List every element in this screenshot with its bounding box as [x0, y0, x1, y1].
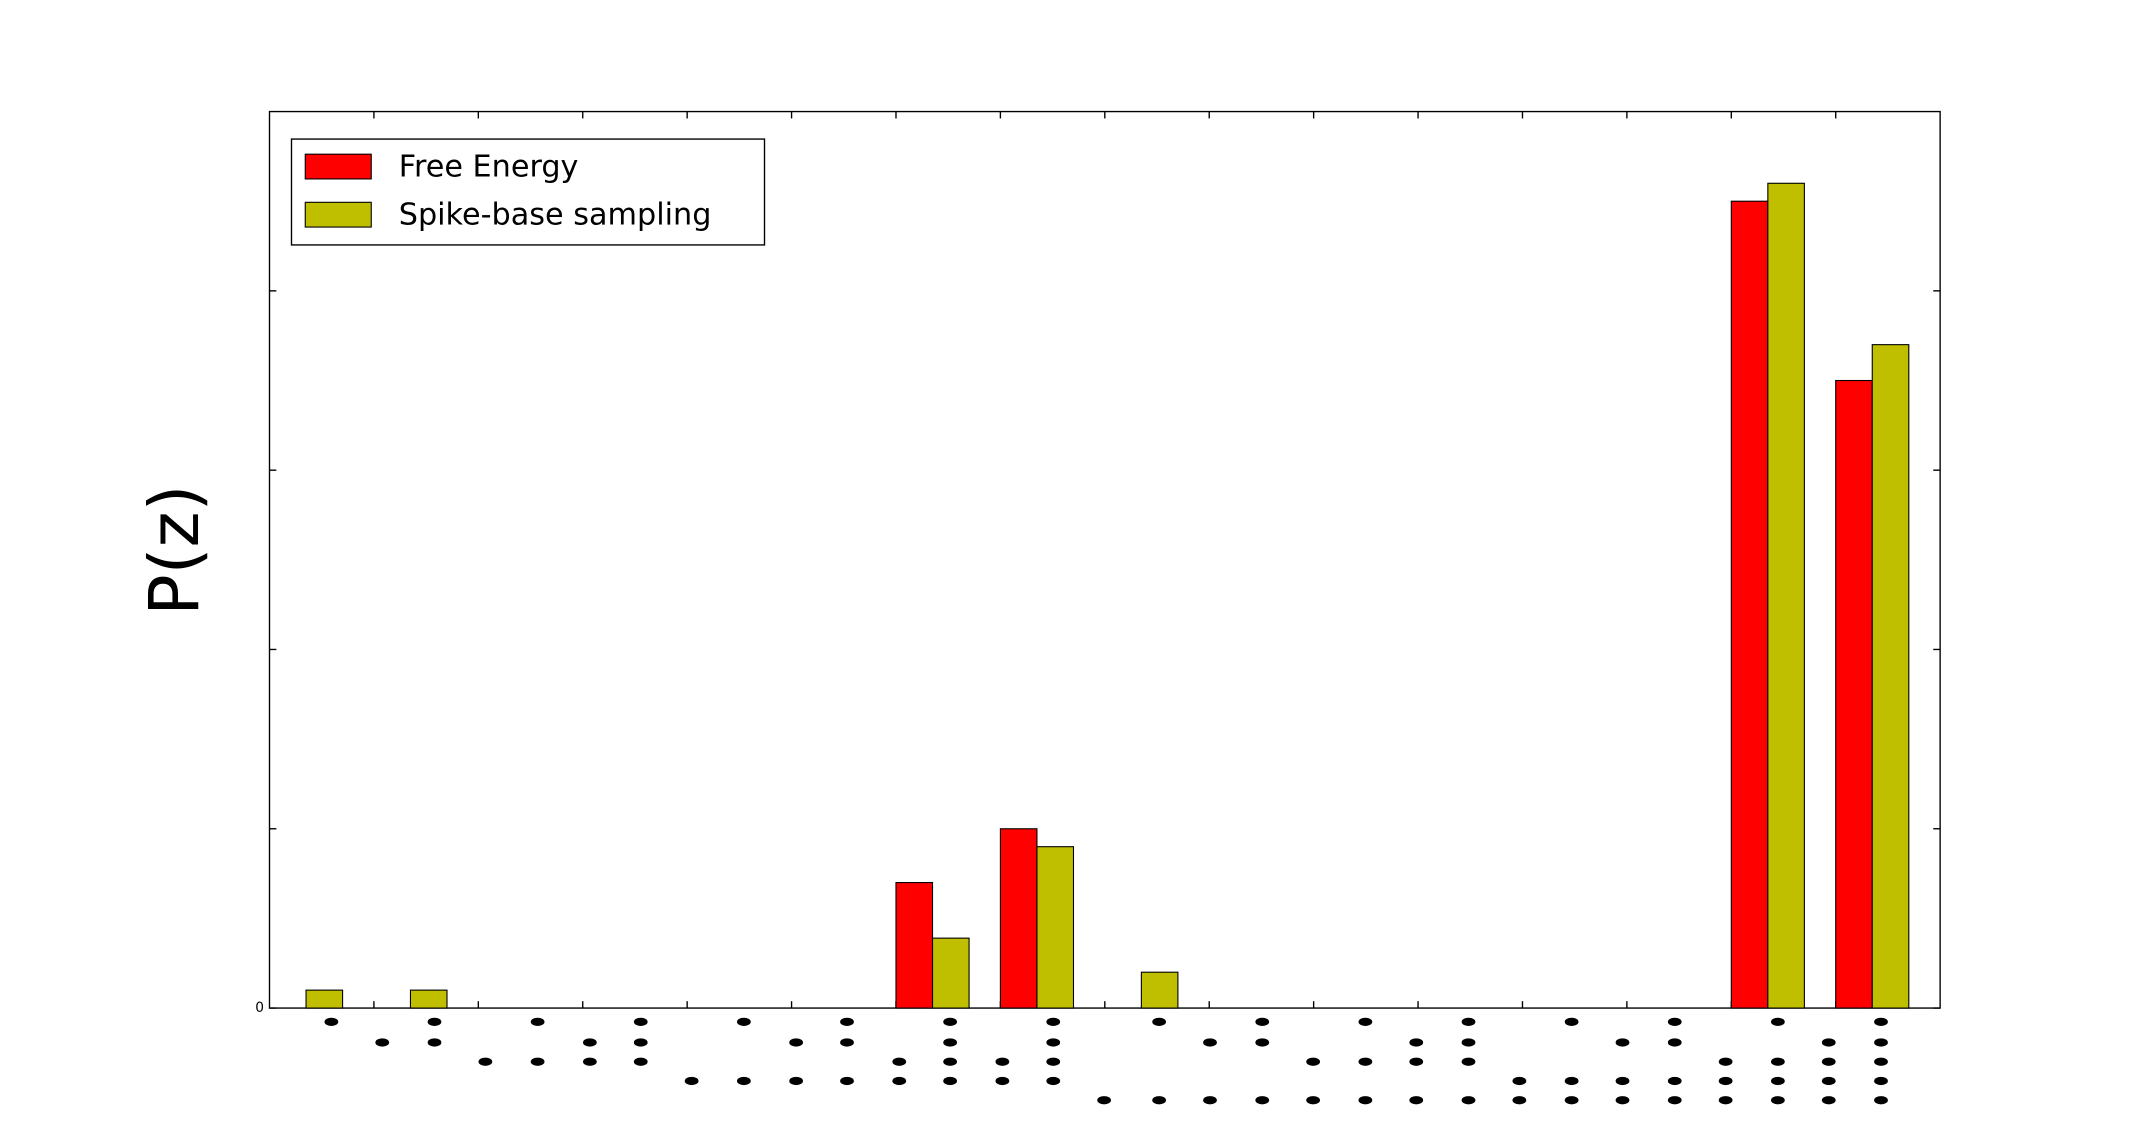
- legend-label: Free Energy: [399, 149, 579, 184]
- state-dot: [840, 1038, 854, 1047]
- y-tick-label: 0: [255, 1000, 264, 1016]
- state-dot: [1097, 1096, 1111, 1105]
- state-dot: [684, 1076, 699, 1086]
- state-dot: [1874, 1076, 1888, 1086]
- bar: [1835, 379, 1873, 1009]
- bar: [931, 937, 970, 1009]
- state-dot: [1667, 1038, 1682, 1047]
- state-dot: [1358, 1017, 1373, 1026]
- state-dot: [1615, 1076, 1630, 1086]
- state-dot: [1564, 1017, 1579, 1026]
- state-dot: [1409, 1057, 1424, 1066]
- state-dot: [1874, 1038, 1888, 1047]
- state-dot: [943, 1057, 957, 1066]
- state-dot: [1874, 1017, 1888, 1026]
- state-dot: [324, 1017, 339, 1026]
- state-dot: [1564, 1076, 1579, 1086]
- state-dot: [943, 1076, 957, 1086]
- state-dot: [892, 1057, 907, 1066]
- bar: [999, 828, 1038, 1009]
- state-dot: [1203, 1096, 1217, 1105]
- legend-swatch: [304, 201, 372, 228]
- state-dot: [1874, 1096, 1888, 1105]
- state-dot: [583, 1057, 597, 1066]
- state-dot: [1718, 1076, 1733, 1086]
- state-dot: [1203, 1038, 1217, 1047]
- state-dot: [1358, 1057, 1373, 1066]
- state-dot: [633, 1057, 648, 1066]
- state-dot: [583, 1038, 597, 1047]
- state-dot: [892, 1076, 907, 1086]
- state-dot: [1461, 1017, 1476, 1026]
- state-dot: [1512, 1096, 1527, 1105]
- state-dot: [1615, 1096, 1630, 1105]
- plot-frame: [268, 110, 1941, 1009]
- state-dot: [1152, 1096, 1166, 1105]
- state-dot: [1461, 1038, 1476, 1047]
- state-dot: [1821, 1038, 1836, 1047]
- state-dot: [530, 1017, 545, 1026]
- state-dot: [633, 1017, 648, 1026]
- state-dot: [1821, 1057, 1836, 1066]
- bar: [1730, 200, 1769, 1009]
- state-dot: [1771, 1057, 1785, 1066]
- bar: [1140, 971, 1179, 1009]
- state-dot: [1255, 1038, 1270, 1047]
- state-dot: [427, 1017, 442, 1026]
- state-dot: [995, 1076, 1010, 1086]
- state-dot: [1046, 1038, 1061, 1047]
- state-dot: [737, 1076, 751, 1086]
- bar: [1767, 182, 1805, 1009]
- state-dot: [1667, 1017, 1682, 1026]
- state-dot: [995, 1057, 1010, 1066]
- state-dot: [1667, 1076, 1682, 1086]
- state-dot: [1771, 1096, 1785, 1105]
- bar: [305, 989, 344, 1009]
- state-dot: [1615, 1038, 1630, 1047]
- state-dot: [478, 1057, 493, 1066]
- state-dot: [1512, 1076, 1527, 1086]
- state-dot: [1821, 1096, 1836, 1105]
- state-dot: [633, 1038, 648, 1047]
- state-dot: [1771, 1076, 1785, 1086]
- state-dot: [1874, 1057, 1888, 1066]
- state-dot: [1461, 1096, 1476, 1105]
- state-dot: [1255, 1096, 1270, 1105]
- state-dot: [1409, 1096, 1424, 1105]
- y-axis-label: P(z): [135, 485, 215, 616]
- legend-swatch: [304, 153, 372, 180]
- state-dot: [1718, 1057, 1733, 1066]
- state-dot: [1409, 1038, 1424, 1047]
- state-dot: [1046, 1017, 1061, 1026]
- bar: [1871, 344, 1910, 1009]
- state-dot: [1046, 1057, 1061, 1066]
- state-dot: [1821, 1076, 1836, 1086]
- state-dot: [375, 1038, 390, 1047]
- state-dot: [1306, 1096, 1320, 1105]
- state-dot: [1667, 1096, 1682, 1105]
- state-dot: [1255, 1017, 1270, 1026]
- state-dot: [789, 1038, 803, 1047]
- state-dot: [840, 1076, 854, 1086]
- state-dot: [1564, 1096, 1579, 1105]
- state-dot: [943, 1038, 957, 1047]
- bar: [895, 882, 934, 1009]
- state-dot: [1306, 1057, 1320, 1066]
- state-dot: [1771, 1017, 1785, 1026]
- legend-label: Spike-base sampling: [399, 198, 712, 233]
- bar: [409, 989, 448, 1009]
- state-dot: [1046, 1076, 1061, 1086]
- state-dot: [427, 1038, 442, 1047]
- state-dot: [1358, 1096, 1373, 1105]
- state-dot: [1718, 1096, 1733, 1105]
- state-dot: [737, 1017, 751, 1026]
- state-dot: [943, 1017, 957, 1026]
- state-dot: [1461, 1057, 1476, 1066]
- state-dot: [789, 1076, 803, 1086]
- bar: [1036, 846, 1075, 1009]
- state-dot: [530, 1057, 545, 1066]
- state-dot: [1152, 1017, 1166, 1026]
- state-dot: [840, 1017, 854, 1026]
